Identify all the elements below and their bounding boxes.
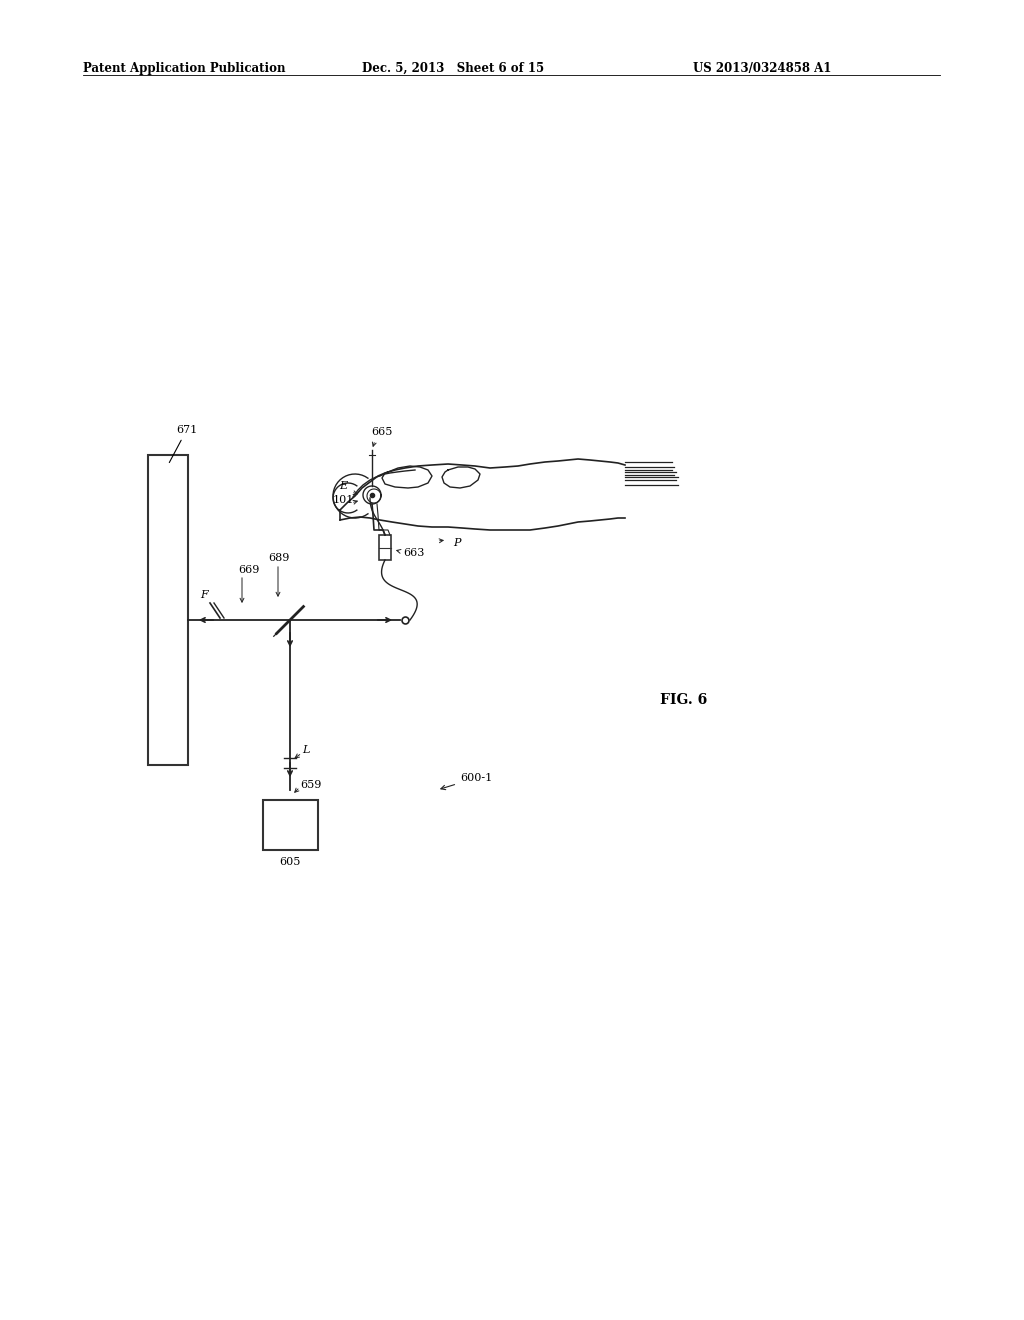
Bar — [379, 535, 391, 560]
Text: L: L — [302, 744, 309, 755]
Text: Patent Application Publication: Patent Application Publication — [83, 62, 286, 75]
Text: US 2013/0324858 A1: US 2013/0324858 A1 — [693, 62, 831, 75]
Text: Dec. 5, 2013   Sheet 6 of 15: Dec. 5, 2013 Sheet 6 of 15 — [362, 62, 544, 75]
Text: P: P — [453, 539, 461, 548]
Text: 600-1: 600-1 — [441, 774, 493, 789]
Text: 671: 671 — [169, 425, 198, 462]
Text: 663: 663 — [403, 548, 424, 557]
Text: E: E — [339, 480, 347, 491]
Text: 689: 689 — [268, 553, 290, 564]
Text: 665: 665 — [371, 426, 392, 437]
Text: FIG. 6: FIG. 6 — [660, 693, 708, 708]
Bar — [148, 455, 188, 766]
Bar — [262, 800, 317, 850]
Text: 101: 101 — [333, 495, 354, 506]
Text: 659: 659 — [300, 780, 322, 789]
Text: F: F — [200, 590, 208, 601]
Text: 605: 605 — [280, 857, 301, 867]
Text: 669: 669 — [238, 565, 259, 576]
